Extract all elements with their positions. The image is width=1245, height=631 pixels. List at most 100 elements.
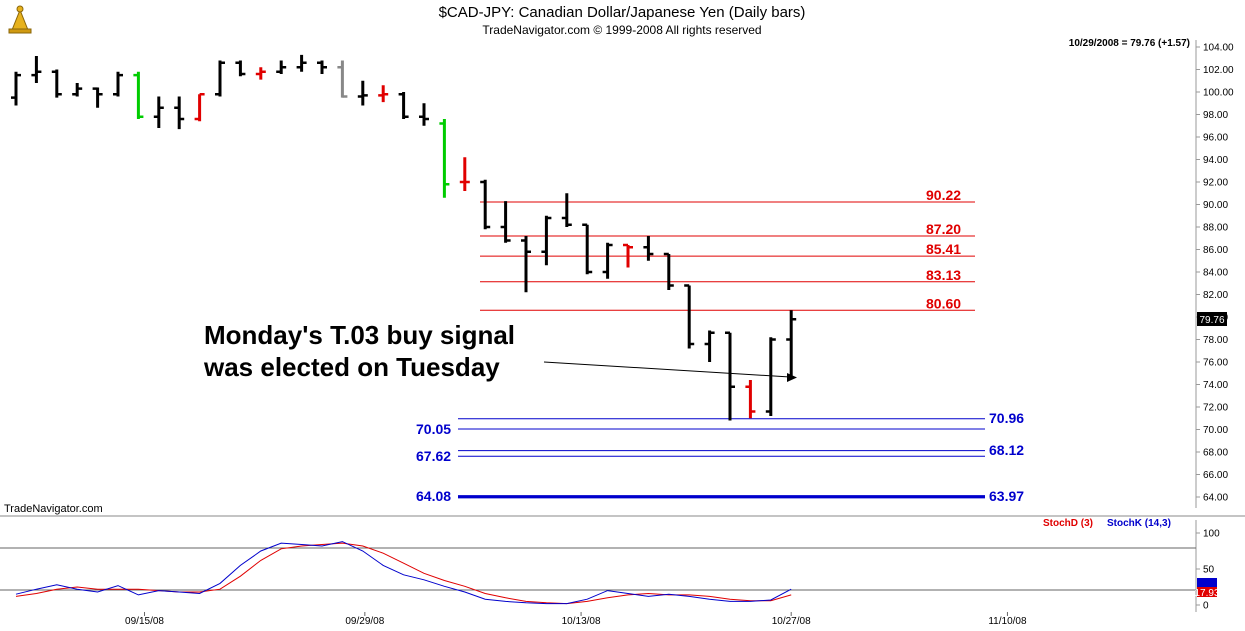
price-tick-label: 98.00 bbox=[1203, 110, 1228, 121]
ohlc-bar bbox=[337, 60, 348, 98]
ohlc-bar bbox=[704, 330, 715, 362]
price-tick-label: 82.00 bbox=[1203, 290, 1228, 301]
ohlc-bar bbox=[582, 223, 593, 275]
resistance-label: 80.60 bbox=[926, 295, 961, 311]
ohlc-bar bbox=[521, 236, 531, 293]
date-tick-label: 09/15/08 bbox=[125, 616, 164, 627]
price-axis: 104.00 102.00 100.00 98.00 96.00 94.00 92.00 90… bbox=[1196, 43, 1234, 504]
support-label-right: 68.12 bbox=[989, 442, 1024, 458]
support-label-left: 64.08 bbox=[416, 488, 451, 504]
price-panel: 104.00 102.00 100.00 98.00 96.00 94.00 92.00 90… bbox=[11, 40, 1234, 508]
resistance-label: 90.22 bbox=[926, 187, 961, 203]
price-tick-label: 96.00 bbox=[1203, 133, 1228, 144]
support-label-left: 70.05 bbox=[416, 421, 451, 437]
ohlc-bar bbox=[194, 93, 205, 122]
price-tick-label: 78.00 bbox=[1203, 335, 1228, 346]
ohlc-bar bbox=[235, 60, 246, 77]
ohlc-bar bbox=[459, 157, 470, 191]
resistance-levels: 90.22 87.20 85.41 83.13 80.60 bbox=[480, 187, 975, 311]
ohlc-bar bbox=[623, 243, 633, 268]
ohlc-bar bbox=[133, 71, 144, 119]
ohlc-bar bbox=[684, 284, 695, 349]
stoch-value-box: 17.93 bbox=[1194, 578, 1220, 599]
resistance-label: 87.20 bbox=[926, 221, 961, 237]
stoch-tick-label: 100 bbox=[1203, 529, 1220, 540]
date-tick-label: 10/27/08 bbox=[772, 616, 811, 627]
ohlc-bar bbox=[745, 380, 756, 419]
resistance-label: 85.41 bbox=[926, 241, 961, 257]
last-price-box: 79.76 bbox=[1197, 312, 1227, 326]
chart-title: $CAD-JPY: Canadian Dollar/Japanese Yen (… bbox=[439, 4, 806, 21]
ohlc-bar bbox=[561, 193, 572, 227]
stochk-series-line bbox=[15, 541, 792, 605]
annotation-line-1: Monday's T.03 buy signal bbox=[204, 320, 515, 350]
price-tick-label: 102.00 bbox=[1203, 65, 1234, 76]
date-tick-label: 11/10/08 bbox=[988, 616, 1027, 627]
price-tick-label: 70.00 bbox=[1203, 425, 1228, 436]
ohlc-bar bbox=[357, 80, 368, 106]
ohlc-bar bbox=[31, 56, 42, 83]
copyright-text: TradeNavigator.com © 1999-2008 All right… bbox=[482, 23, 761, 37]
ohlc-bar bbox=[439, 119, 450, 198]
stoch-tick-label: 0 bbox=[1203, 601, 1209, 612]
price-tick-label: 92.00 bbox=[1203, 178, 1228, 189]
ohlc-bar bbox=[602, 242, 613, 279]
legend-stochd: StochD (3) bbox=[1043, 518, 1093, 529]
ohlc-bar bbox=[419, 103, 429, 126]
ohlc-bar bbox=[398, 92, 409, 119]
ohlc-bar bbox=[51, 69, 62, 98]
price-tick-label: 90.00 bbox=[1203, 200, 1228, 211]
ohlc-bar bbox=[643, 236, 654, 261]
ohlc-bar bbox=[276, 60, 287, 74]
ohlc-bar bbox=[72, 83, 83, 97]
stoch-tick-label: 50 bbox=[1203, 565, 1215, 576]
date-axis: 09/15/08 09/29/08 10/13/08 10/27/08 11/10/08 bbox=[125, 612, 1027, 627]
price-tick-label: 76.00 bbox=[1203, 358, 1228, 369]
last-price-label: 79.76 bbox=[1199, 315, 1224, 326]
legend-stochk: StochK (14,3) bbox=[1107, 518, 1171, 529]
ohlc-bar bbox=[11, 71, 21, 106]
price-tick-label: 64.00 bbox=[1203, 493, 1228, 504]
price-tick-label: 104.00 bbox=[1203, 43, 1234, 54]
ohlc-bar bbox=[153, 96, 164, 128]
ohlc-bar bbox=[113, 71, 123, 97]
stochastic-panel: StochD (3) StochK (14,3) 10050200 17.93 bbox=[0, 518, 1220, 612]
annotation-line-2: was elected on Tuesday bbox=[203, 352, 500, 382]
price-bars bbox=[11, 54, 797, 421]
last-quote: 10/29/2008 = 79.76 (+1.57) bbox=[1069, 38, 1190, 49]
ohlc-bar bbox=[378, 85, 389, 103]
trophy-logo-icon bbox=[8, 5, 32, 34]
ohlc-bar bbox=[725, 331, 735, 421]
price-tick-label: 94.00 bbox=[1203, 155, 1228, 166]
price-tick-label: 74.00 bbox=[1203, 380, 1228, 391]
ohlc-bar bbox=[296, 54, 307, 72]
ohlc-bar bbox=[765, 337, 776, 416]
ohlc-bar bbox=[786, 310, 797, 376]
ohlc-bar bbox=[663, 252, 674, 290]
support-label-right: 63.97 bbox=[989, 488, 1024, 504]
ohlc-bar bbox=[500, 201, 511, 243]
date-tick-label: 10/13/08 bbox=[562, 616, 601, 627]
stochd-value-label: 17.93 bbox=[1194, 588, 1219, 599]
price-tick-label: 88.00 bbox=[1203, 223, 1228, 234]
ohlc-bar bbox=[174, 96, 185, 130]
price-tick-label: 100.00 bbox=[1203, 88, 1234, 99]
support-label-right: 70.96 bbox=[989, 410, 1024, 426]
price-tick-label: 72.00 bbox=[1203, 403, 1228, 414]
ohlc-bar bbox=[92, 87, 103, 108]
stoch-axis: 10050200 bbox=[1196, 529, 1220, 612]
ohlc-bar bbox=[541, 215, 552, 266]
price-tick-label: 66.00 bbox=[1203, 470, 1228, 481]
price-tick-label: 68.00 bbox=[1203, 448, 1228, 459]
ohlc-bar bbox=[317, 60, 327, 74]
annotation-arrow bbox=[543, 361, 797, 382]
ohlc-bar bbox=[255, 67, 266, 80]
price-tick-label: 84.00 bbox=[1203, 268, 1228, 279]
support-label-left: 67.62 bbox=[416, 448, 451, 464]
date-tick-label: 09/29/08 bbox=[345, 616, 384, 627]
resistance-label: 83.13 bbox=[926, 267, 961, 283]
ohlc-bar bbox=[215, 60, 225, 97]
price-tick-label: 86.00 bbox=[1203, 245, 1228, 256]
support-levels: 70.05 70.96 67.62 68.12 64.08 63.97 bbox=[416, 410, 1024, 504]
